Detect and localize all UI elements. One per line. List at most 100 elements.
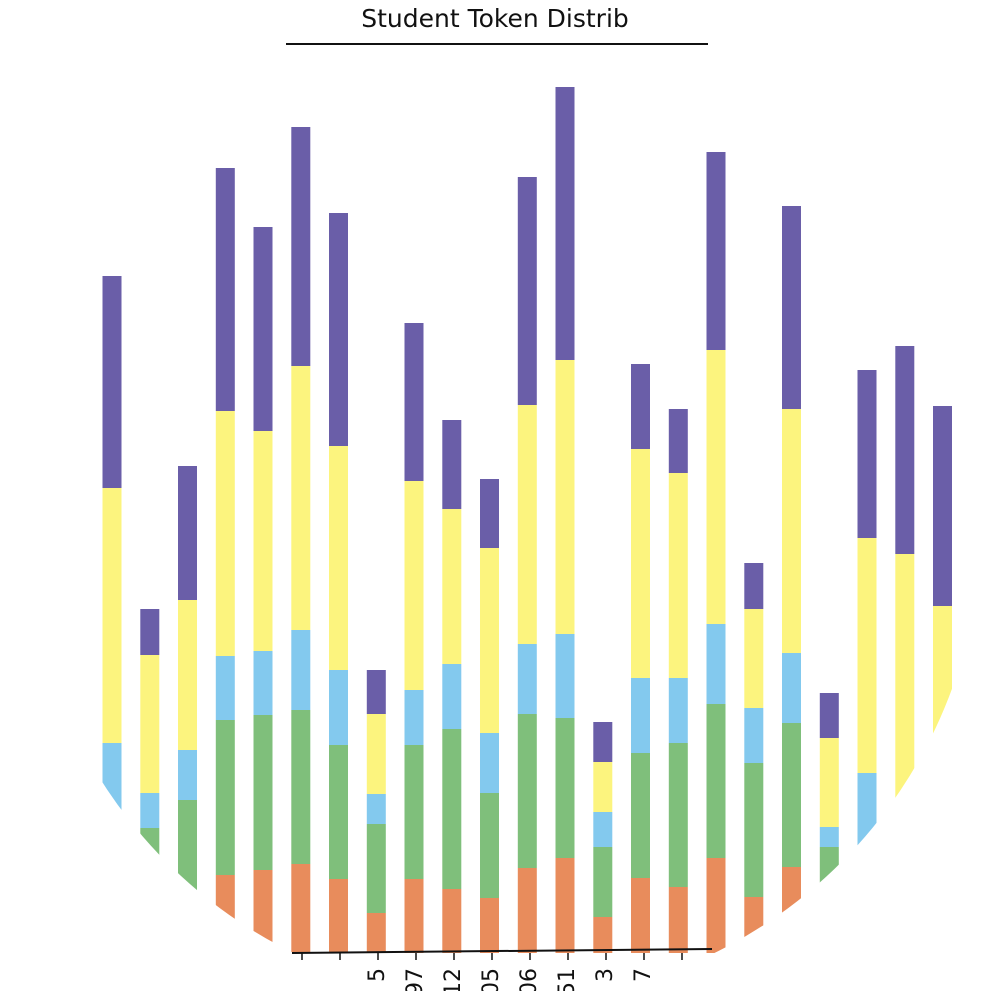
bar-segment-20-1 <box>782 723 801 867</box>
bar-segment-5-3 <box>215 411 235 656</box>
bar-segment-17-4 <box>668 409 688 473</box>
bar-segment-17-3 <box>668 473 688 678</box>
bar-segment-5-2 <box>215 656 235 720</box>
bar-segment-19-0 <box>744 897 764 953</box>
bar-segment-17-1 <box>668 743 688 887</box>
bar-segment-5-1 <box>215 720 235 875</box>
bar-segment-15-0 <box>593 917 613 953</box>
bar-segment-7-1 <box>291 710 311 864</box>
bar-segment-20-0 <box>782 867 801 953</box>
bar-segment-2-4 <box>102 276 122 488</box>
bar-segment-6-0 <box>253 870 273 953</box>
bar-segment-12-4 <box>480 479 499 548</box>
bar-segment-24-3 <box>933 606 952 806</box>
bar-segment-1-4 <box>64 823 84 858</box>
bar-segment-11-2 <box>442 664 462 729</box>
bar-segment-20-4 <box>782 206 801 409</box>
bar-segment-16-1 <box>631 753 650 878</box>
bar-segment-16-4 <box>631 364 650 449</box>
bar-segment-19-4 <box>744 563 764 609</box>
bar-segment-22-2 <box>857 773 877 848</box>
chart-title: Student Token Distrib <box>361 4 629 33</box>
bar-segment-11-0 <box>442 889 462 953</box>
bar-segment-10-1 <box>404 745 424 879</box>
bar-segment-2-3 <box>102 488 122 743</box>
bar-segment-17-2 <box>668 678 688 743</box>
bar-segment-23-2 <box>895 808 915 873</box>
x-tick-label: 12 <box>441 968 466 991</box>
bar-segment-3-2 <box>140 793 160 828</box>
bar-segment-20-2 <box>782 653 801 723</box>
x-tick-label: 5 <box>365 968 390 982</box>
bar-segment-8-4 <box>329 213 348 446</box>
bar-segment-24-4 <box>933 406 952 606</box>
bar-segment-1-3 <box>64 858 84 938</box>
bar-segment-15-1 <box>593 847 613 917</box>
bar-segment-24-2 <box>933 806 952 881</box>
bar-segment-10-4 <box>404 323 424 481</box>
bar-segment-22-3 <box>857 538 877 773</box>
bar-segment-3-4 <box>140 609 160 655</box>
bar-segment-13-4 <box>517 177 537 405</box>
x-tick-label: 51 <box>555 968 580 991</box>
bar-segment-7-3 <box>291 366 311 630</box>
bar-segment-3-1 <box>140 828 160 953</box>
bar-segment-18-3 <box>706 350 726 624</box>
bar-segment-5-0 <box>215 875 235 953</box>
bar-segment-21-1 <box>819 847 839 953</box>
bar-segment-14-0 <box>555 858 575 953</box>
bar-segment-1-2 <box>64 938 84 953</box>
bar-segment-15-2 <box>593 812 613 847</box>
bar-segment-4-3 <box>178 600 197 750</box>
bar-segment-14-1 <box>555 718 575 858</box>
bar-segment-18-2 <box>706 624 726 704</box>
bar-segment-18-4 <box>706 152 726 350</box>
bar-segment-8-0 <box>329 879 348 953</box>
bar-segment-8-2 <box>329 670 348 745</box>
bar-segment-9-3 <box>366 714 386 794</box>
bar-segment-12-3 <box>480 548 499 733</box>
bar-segment-10-0 <box>404 879 424 953</box>
x-tick-label: 06 <box>517 968 542 991</box>
bar-segment-6-4 <box>253 227 273 431</box>
bar-segment-11-1 <box>442 729 462 889</box>
bar-segment-13-3 <box>517 405 537 644</box>
bar-segment-10-2 <box>404 690 424 745</box>
bar-segment-22-4 <box>857 370 877 538</box>
bar-segment-4-0 <box>178 914 197 953</box>
bar-segment-2-2 <box>102 743 122 813</box>
bar-segment-19-1 <box>744 763 764 897</box>
bar-segment-8-3 <box>329 446 348 670</box>
bar-segment-12-1 <box>480 793 499 898</box>
bar-segment-5-4 <box>215 168 235 411</box>
bar-segment-7-2 <box>291 630 311 710</box>
bar-segment-4-1 <box>178 800 197 914</box>
bar-segment-21-3 <box>819 738 839 827</box>
bar-segment-6-2 <box>253 651 273 715</box>
bar-segment-11-4 <box>442 420 462 509</box>
title-underline <box>286 43 708 45</box>
x-tick-label: 97 <box>403 968 428 991</box>
bar-segment-18-0 <box>706 858 726 953</box>
bar-segment-16-2 <box>631 678 650 753</box>
bar-segment-9-1 <box>366 824 386 913</box>
bar-segment-14-2 <box>555 634 575 718</box>
bar-segment-9-4 <box>366 670 386 714</box>
bar-segment-15-4 <box>593 722 613 762</box>
bar-segment-4-4 <box>178 466 197 600</box>
bar-segment-2-1 <box>102 813 122 953</box>
bar-segment-11-3 <box>442 509 462 664</box>
bar-segment-10-3 <box>404 481 424 690</box>
bar-segment-9-2 <box>366 794 386 824</box>
bar-segment-21-4 <box>819 693 839 738</box>
x-tick-label: 05 <box>479 968 504 991</box>
bar-segment-16-3 <box>631 449 650 678</box>
bar-segment-4-2 <box>178 750 197 800</box>
bar-segment-23-1 <box>895 873 915 953</box>
x-tick-label: 3 <box>593 968 618 982</box>
x-axis-tick-labels: 5 97 12 05 06 51 3 7 <box>365 968 656 991</box>
bar-segment-7-0 <box>291 864 311 953</box>
bar-segment-22-1 <box>857 848 877 953</box>
bar-segment-13-2 <box>517 644 537 714</box>
